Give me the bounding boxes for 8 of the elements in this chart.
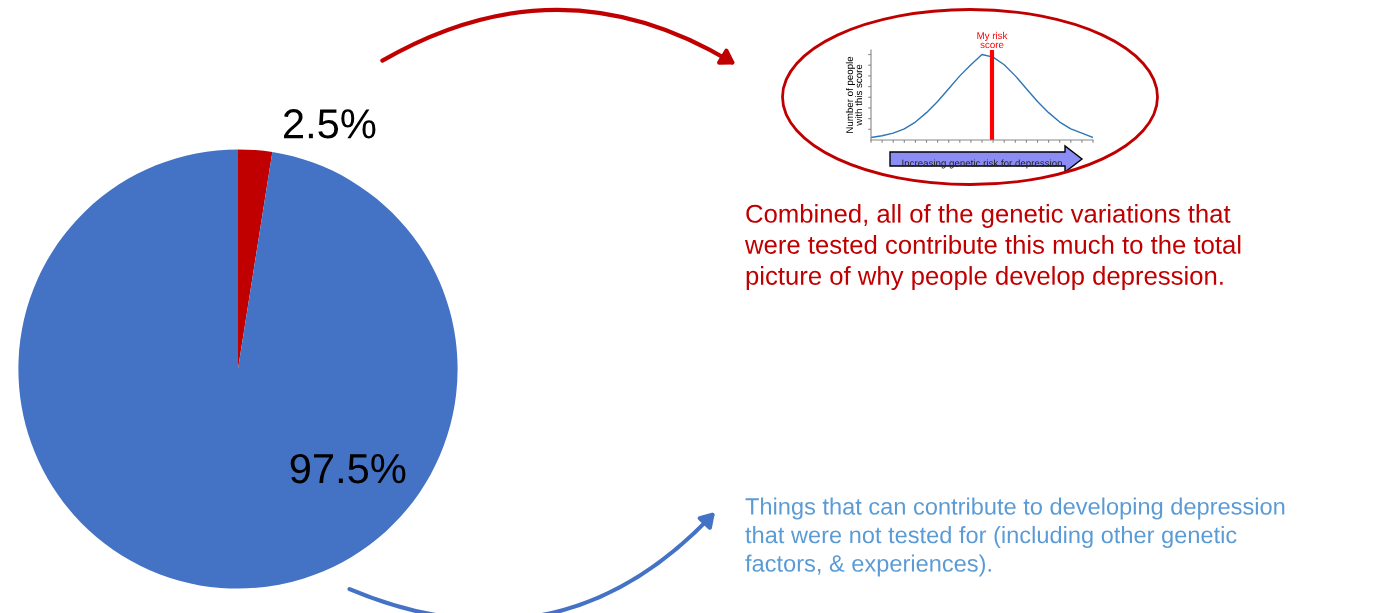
text: Combined, all of the genetic variations that were tested contribute this much to the total picture of why people develop depression. — [744, 204, 1241, 290]
data-label: 97.5% — [290, 453, 406, 484]
text: My risk score — [977, 31, 1008, 49]
pie-slice — [238, 149, 273, 369]
pie-slice — [18, 149, 458, 589]
text: Things that can contribute to developing depression that were not tested for (including other genetic factors, & experiences). — [745, 497, 1285, 577]
data-label: 2.5% — [284, 109, 376, 139]
y-axis-title: Number of people with this score — [845, 56, 863, 133]
